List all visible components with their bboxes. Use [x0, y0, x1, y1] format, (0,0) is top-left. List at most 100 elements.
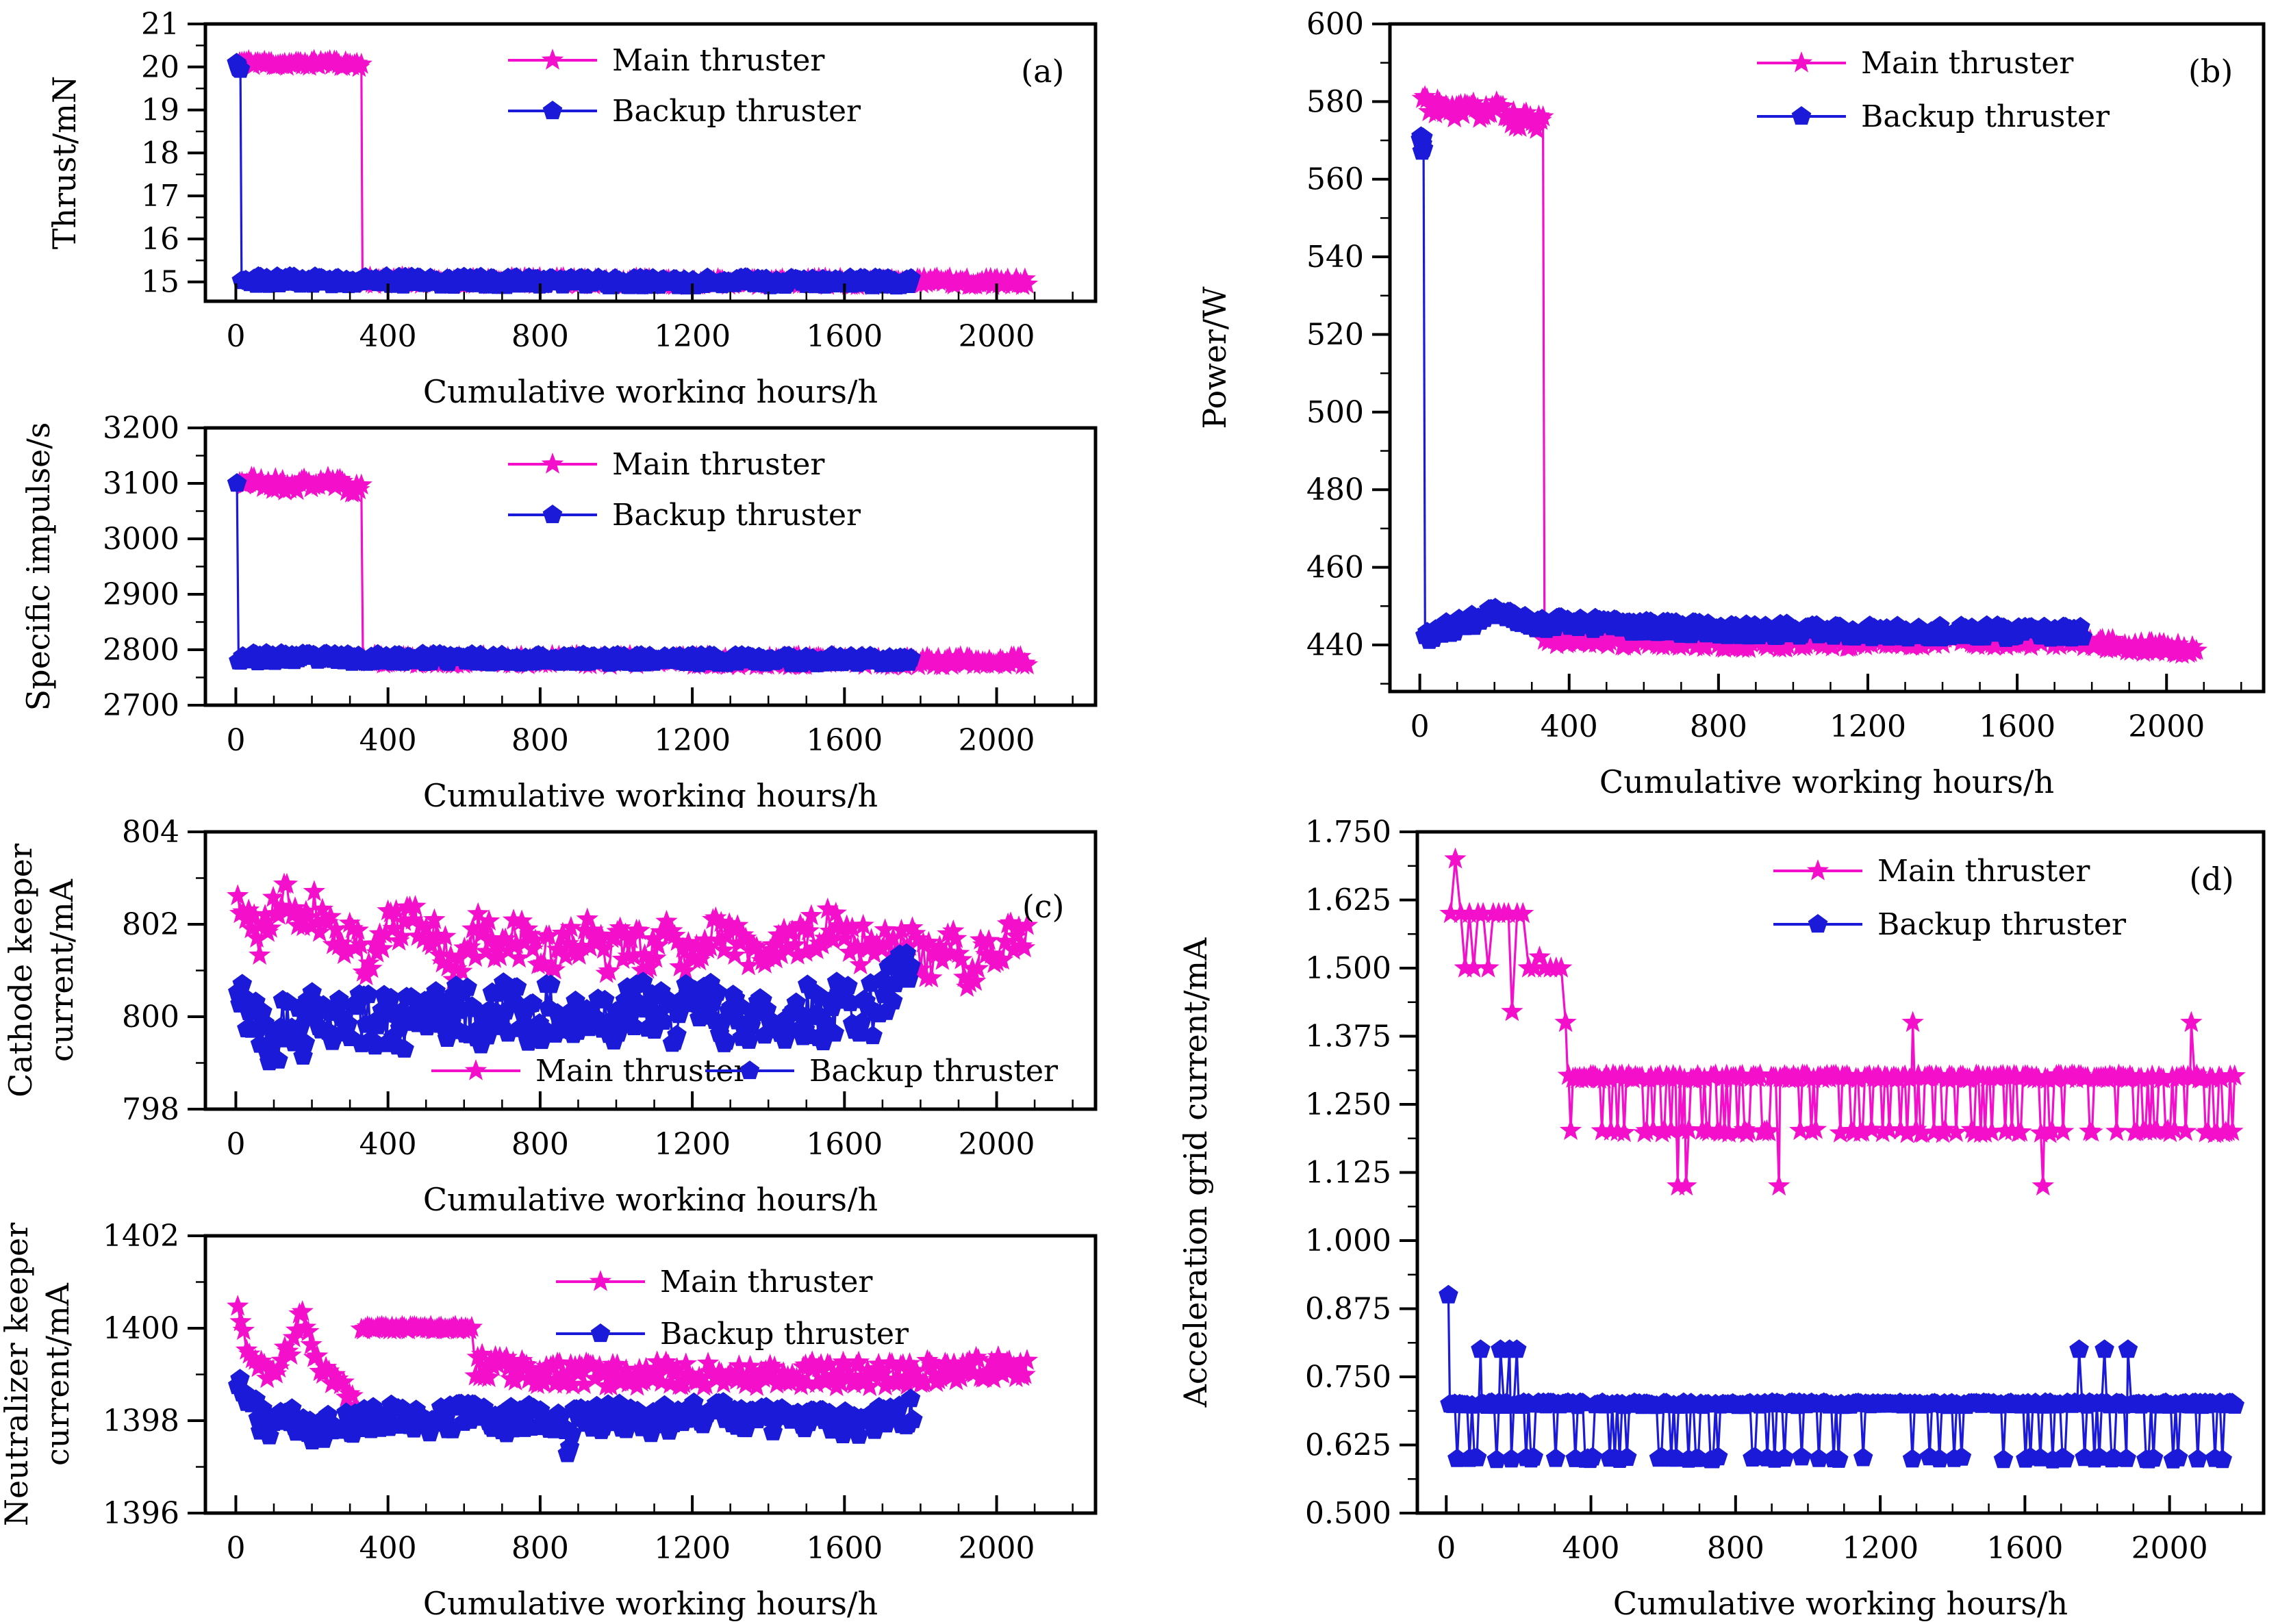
svg-text:1200: 1200: [1842, 1531, 1919, 1566]
legend-backup: Backup thruster: [809, 1054, 1059, 1089]
svg-text:21: 21: [141, 7, 179, 42]
svg-text:500: 500: [1306, 395, 1364, 430]
svg-text:1.375: 1.375: [1305, 1019, 1391, 1054]
svg-text:804: 804: [122, 815, 179, 850]
svg-text:1.000: 1.000: [1305, 1223, 1391, 1258]
svg-text:1402: 1402: [103, 1219, 179, 1254]
y-axis-label: current/mA: [43, 878, 80, 1062]
svg-text:20: 20: [141, 50, 179, 85]
svg-text:1.750: 1.750: [1305, 815, 1391, 850]
svg-text:1600: 1600: [806, 319, 883, 354]
svg-text:580: 580: [1306, 84, 1364, 119]
svg-text:0.500: 0.500: [1305, 1496, 1391, 1531]
svg-text:18: 18: [141, 136, 179, 170]
panel-label: (b): [2188, 53, 2233, 90]
svg-text:1200: 1200: [654, 1127, 731, 1162]
svg-text:0.875: 0.875: [1305, 1292, 1391, 1327]
chart-cathode-keeper-current: 0 400 800 1200 1600 2000 798 800 802 804 Cumulativ…: [2, 815, 1098, 1212]
x-axis-label: Cumulative working hours/h: [423, 373, 878, 404]
y-axis-label: Neutralizer keeper: [0, 1223, 35, 1526]
svg-text:1600: 1600: [1979, 709, 2055, 744]
legend-backup: Backup thruster: [660, 1317, 909, 1352]
chart-specific-impulse: 0 400 800 1200 1600 2000 2700 2800 2900 3000 3100 3…: [20, 411, 1098, 808]
svg-text:16: 16: [141, 222, 179, 257]
svg-text:1200: 1200: [654, 723, 731, 758]
y-axis-label: Power/W: [1196, 286, 1233, 429]
svg-text:2000: 2000: [959, 1127, 1035, 1162]
svg-text:400: 400: [359, 319, 417, 354]
chart-neutralizer-keeper-current: 0 400 800 1200 1600 2000 1396 1398 1400 1402 Cumul…: [0, 1219, 1098, 1622]
svg-text:19: 19: [141, 93, 179, 128]
panel-label: (c): [1022, 888, 1065, 925]
svg-text:540: 540: [1306, 240, 1364, 275]
x-axis-label: Cumulative working hours/h: [1599, 763, 2054, 800]
x-axis-label: Cumulative working hours/h: [423, 777, 878, 808]
svg-text:3000: 3000: [103, 522, 179, 557]
svg-text:15: 15: [141, 265, 179, 300]
svg-text:400: 400: [359, 723, 417, 758]
svg-text:2000: 2000: [959, 319, 1035, 354]
svg-text:800: 800: [511, 723, 569, 758]
svg-text:2000: 2000: [2128, 709, 2205, 744]
svg-text:460: 460: [1306, 550, 1364, 585]
svg-text:798: 798: [122, 1092, 179, 1127]
legend-backup: Backup thruster: [612, 498, 861, 533]
legend-main: Main thruster: [612, 447, 825, 482]
legend-backup: Backup thruster: [612, 94, 861, 129]
svg-text:1.625: 1.625: [1305, 883, 1391, 918]
legend-main: Main thruster: [1861, 46, 2074, 81]
legend-main: Main thruster: [1877, 854, 2090, 889]
y-axis-label: current/mA: [39, 1282, 76, 1466]
svg-text:1.250: 1.250: [1305, 1087, 1391, 1122]
svg-text:0: 0: [226, 1531, 245, 1566]
chart-thrust: 0 400 800 1200 1600 2000 15 16 17 18 19 20 21 Cumulat…: [46, 7, 1098, 404]
svg-text:800: 800: [511, 1127, 569, 1162]
svg-text:560: 560: [1306, 162, 1364, 197]
chart-power: 0 400 800 1200 1600 2000 440 460 480 500 520 540 560…: [1196, 7, 2266, 800]
svg-text:1200: 1200: [654, 319, 731, 354]
svg-text:0: 0: [226, 1127, 245, 1162]
panel-label: (d): [2189, 861, 2233, 898]
svg-text:2700: 2700: [103, 688, 179, 723]
svg-text:2000: 2000: [959, 723, 1035, 758]
x-axis-label: Cumulative working hours/h: [1613, 1585, 2068, 1622]
svg-text:1.500: 1.500: [1305, 951, 1391, 986]
svg-text:1600: 1600: [806, 1531, 883, 1566]
legend-main: Main thruster: [660, 1265, 873, 1299]
svg-text:1398: 1398: [103, 1404, 179, 1438]
svg-text:0: 0: [226, 319, 245, 354]
y-axis-label: Thrust/mN: [46, 76, 83, 249]
svg-text:0.625: 0.625: [1305, 1428, 1391, 1463]
svg-text:1200: 1200: [1830, 709, 1906, 744]
svg-text:400: 400: [1562, 1531, 1620, 1566]
svg-text:3100: 3100: [103, 466, 179, 501]
svg-text:0: 0: [1436, 1531, 1456, 1566]
svg-text:1600: 1600: [1986, 1531, 2063, 1566]
svg-text:0.750: 0.750: [1305, 1360, 1391, 1395]
svg-text:800: 800: [1707, 1531, 1764, 1566]
y-axis-label: Specific impulse/s: [20, 422, 57, 711]
svg-text:800: 800: [122, 1000, 179, 1035]
legend-backup: Backup thruster: [1877, 907, 2127, 942]
svg-text:800: 800: [1690, 709, 1747, 744]
svg-text:0: 0: [1410, 709, 1430, 744]
svg-text:1396: 1396: [103, 1496, 179, 1531]
svg-text:1600: 1600: [806, 723, 883, 758]
x-axis-label: Cumulative working hours/h: [423, 1585, 878, 1622]
panel-label: (a): [1021, 53, 1064, 90]
svg-text:0: 0: [226, 723, 245, 758]
x-axis-label: Cumulative working hours/h: [423, 1181, 878, 1212]
chart-acceleration-grid-current: 0 400 800 1200 1600 2000 0.500 0.625 0.750 0.875 1…: [1177, 815, 2266, 1622]
svg-text:440: 440: [1306, 628, 1364, 663]
svg-text:520: 520: [1306, 317, 1364, 352]
legend-main: Main thruster: [612, 43, 825, 78]
svg-text:480: 480: [1306, 472, 1364, 507]
svg-text:17: 17: [141, 179, 179, 214]
y-axis-label: Acceleration grid current/mA: [1177, 937, 1214, 1408]
svg-text:1400: 1400: [103, 1311, 179, 1346]
svg-text:2800: 2800: [103, 633, 179, 668]
svg-text:3200: 3200: [103, 411, 179, 446]
svg-text:2900: 2900: [103, 577, 179, 612]
svg-text:800: 800: [511, 1531, 569, 1566]
